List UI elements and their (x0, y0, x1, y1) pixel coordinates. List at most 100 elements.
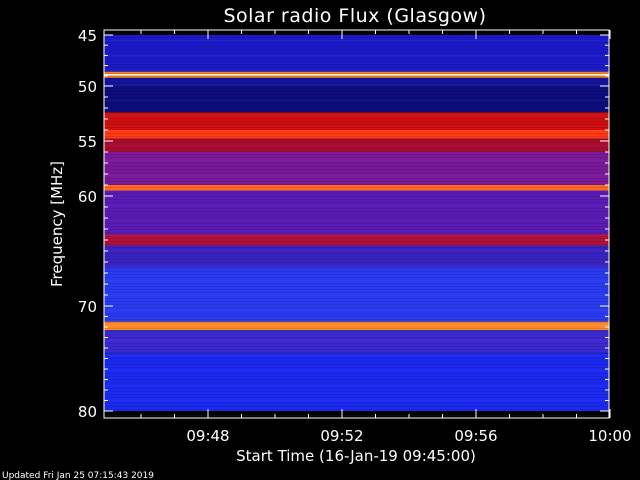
texture-line (104, 394, 609, 395)
texture-line (104, 31, 609, 32)
texture-line (104, 124, 609, 125)
frequency-band-14 (104, 267, 609, 322)
texture-line (104, 103, 609, 104)
texture-line (104, 109, 609, 110)
texture-line (104, 118, 609, 119)
texture-line (104, 73, 609, 74)
texture-line (104, 376, 609, 377)
texture-line (104, 304, 609, 305)
texture-line (104, 250, 609, 251)
texture-line (104, 283, 609, 284)
texture-line (104, 40, 609, 41)
texture-line (104, 277, 609, 278)
texture-line (104, 316, 609, 317)
texture-line (104, 280, 609, 281)
frequency-band-13 (104, 245, 609, 268)
frequency-band-5 (104, 86, 609, 113)
texture-line (104, 364, 609, 365)
frequency-band-16 (104, 330, 609, 354)
texture-line (104, 352, 609, 353)
texture-line (104, 214, 609, 215)
texture-line (104, 328, 609, 329)
texture-line (104, 256, 609, 257)
texture-line (104, 373, 609, 374)
texture-line (104, 133, 609, 134)
texture-line (104, 397, 609, 398)
texture-line (104, 112, 609, 113)
texture-line (104, 136, 609, 137)
texture-line (104, 142, 609, 143)
texture-line (104, 403, 609, 404)
texture-line (104, 127, 609, 128)
texture-line (104, 271, 609, 272)
texture-line (104, 202, 609, 203)
texture-line (104, 76, 609, 77)
y-tick-label: 80 (78, 403, 97, 421)
texture-line (104, 253, 609, 254)
frequency-band-0 (104, 35, 609, 72)
texture-line (104, 301, 609, 302)
texture-line (104, 400, 609, 401)
y-tick-label: 70 (78, 298, 97, 316)
texture-line (104, 220, 609, 221)
texture-line (104, 64, 609, 65)
texture-line (104, 355, 609, 356)
y-tick-label: 50 (78, 78, 97, 96)
texture-line (104, 289, 609, 290)
texture-line (104, 211, 609, 212)
texture-line (104, 49, 609, 50)
texture-line (104, 199, 609, 200)
chart-title: Solar radio Flux (Glasgow) (223, 5, 486, 27)
texture-line (104, 115, 609, 116)
texture-line (104, 334, 609, 335)
texture-line (104, 145, 609, 146)
texture-line (104, 37, 609, 38)
x-axis: 09:48 09:52 09:56 10:00 (140, 30, 632, 445)
frequency-band-12 (104, 234, 609, 246)
texture-line (104, 382, 609, 383)
texture-line (104, 157, 609, 158)
texture-line (104, 322, 609, 323)
texture-line (104, 307, 609, 308)
texture-line (104, 235, 609, 236)
y-tick-label: 55 (78, 133, 97, 151)
texture-line (104, 190, 609, 191)
texture-line (104, 139, 609, 140)
texture-line (104, 82, 609, 83)
texture-line (104, 175, 609, 176)
texture-line (104, 391, 609, 392)
x-axis-label: Start Time (16-Jan-19 09:45:00) (236, 447, 476, 465)
texture-line (104, 70, 609, 71)
texture-line (104, 262, 609, 263)
texture-line (104, 169, 609, 170)
texture-line (104, 208, 609, 209)
texture-line (104, 196, 609, 197)
texture-line (104, 268, 609, 269)
texture-line (104, 358, 609, 359)
frequency-band-1 (104, 71, 609, 74)
texture-line (104, 244, 609, 245)
texture-line (104, 187, 609, 188)
spectrogram-texture (104, 31, 609, 416)
texture-line (104, 100, 609, 101)
texture-line (104, 88, 609, 89)
texture-line (104, 58, 609, 59)
texture-line (104, 361, 609, 362)
texture-line (104, 130, 609, 131)
frequency-band-2 (104, 73, 609, 76)
texture-line (104, 274, 609, 275)
frequency-band-17 (104, 353, 609, 411)
texture-line (104, 340, 609, 341)
x-tick-label: 09:52 (320, 427, 363, 445)
updated-timestamp: Updated Fri Jan 25 07:15:43 2019 (2, 471, 154, 480)
texture-line (104, 217, 609, 218)
y-axis-label: Frequency [MHz] (48, 161, 66, 287)
texture-line (104, 121, 609, 122)
texture-line (104, 55, 609, 56)
texture-line (104, 346, 609, 347)
frequency-band-7 (104, 130, 609, 139)
texture-line (104, 325, 609, 326)
texture-line (104, 409, 609, 410)
texture-line (104, 52, 609, 53)
